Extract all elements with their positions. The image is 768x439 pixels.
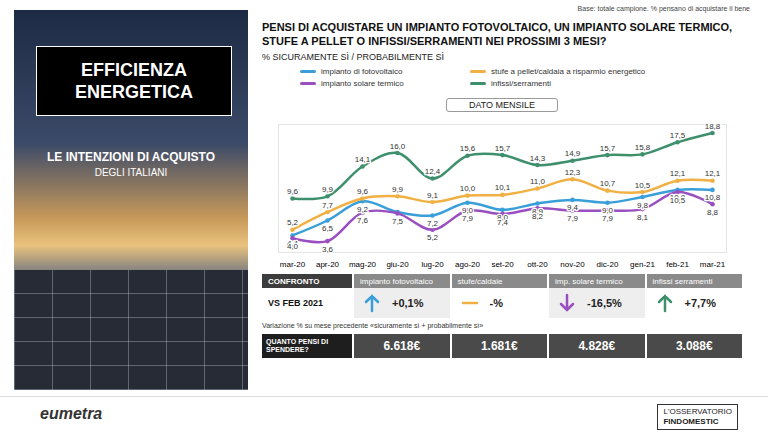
svg-text:5,2: 5,2	[287, 218, 299, 227]
html-text:4.828€: 4.828€	[578, 339, 616, 353]
svg-text:dic-20: dic-20	[597, 260, 619, 269]
html-text:CONFRONTO: CONFRONTO	[268, 276, 320, 286]
svg-text:9,6: 9,6	[357, 187, 369, 196]
svg-text:set-20: set-20	[491, 260, 514, 269]
html-text:1.681€: 1.681€	[480, 339, 518, 353]
html-text:impianto di fotovoltaico: impianto di fotovoltaico	[321, 67, 403, 76]
html-text:impianto solare termico: impianto solare termico	[321, 79, 404, 88]
html-text:infissi/serramenti: infissi/serramenti	[491, 79, 551, 88]
svg-text:7,9: 7,9	[567, 214, 579, 223]
html-text:LE INTENZIONI DI ACQUISTO: LE INTENZIONI DI ACQUISTO	[47, 150, 215, 164]
svg-text:14,1: 14,1	[355, 155, 371, 164]
svg-text:mar-21: mar-21	[700, 260, 726, 269]
html-text:L'OSSERVATORIO: L'OSSERVATORIO	[663, 407, 732, 416]
svg-text:15,7: 15,7	[600, 144, 616, 153]
html-text:6.618€: 6.618€	[383, 339, 421, 353]
html-text:Variazione % su mese precedent: Variazione % su mese precedente «sicuram…	[262, 322, 484, 329]
svg-text:mar-20: mar-20	[280, 260, 306, 269]
svg-text:giu-20: giu-20	[386, 260, 409, 269]
html-text:Base: totale campione. % pensa: Base: totale campione. % pensano di acqu…	[577, 5, 750, 12]
html-text:% SICURAMENTE SÌ / PROBABILMEN: % SICURAMENTE SÌ / PROBABILMENTE SÌ	[262, 52, 444, 62]
svg-text:7,2: 7,2	[427, 219, 439, 228]
svg-text:4,0: 4,0	[287, 242, 299, 251]
html-text:infissi serramenti: infissi serramenti	[652, 276, 713, 286]
svg-text:14,3: 14,3	[530, 154, 546, 163]
svg-text:15,6: 15,6	[460, 144, 476, 153]
html-text:impianto fotovoltaico: impianto fotovoltaico	[360, 276, 433, 286]
svg-text:ott-20: ott-20	[527, 260, 548, 269]
svg-text:8,2: 8,2	[532, 212, 544, 221]
html-text:-16,5%: -16,5%	[587, 297, 622, 309]
svg-text:nov-20: nov-20	[560, 260, 585, 269]
html-text:+0,1%: +0,1%	[392, 297, 424, 309]
svg-text:15,7: 15,7	[495, 144, 511, 153]
svg-text:12,1: 12,1	[670, 169, 686, 178]
html-text:DEGLI ITALIANI: DEGLI ITALIANI	[94, 167, 168, 178]
svg-text:9,4: 9,4	[567, 203, 579, 212]
svg-text:9,9: 9,9	[322, 185, 334, 194]
svg-text:10,0: 10,0	[460, 184, 476, 193]
html-text:+7,7%: +7,7%	[684, 297, 716, 309]
svg-text:12,3: 12,3	[565, 168, 581, 177]
svg-text:5,2: 5,2	[427, 233, 439, 242]
html-text:VS FEB 2021: VS FEB 2021	[268, 298, 323, 308]
svg-text:17,5: 17,5	[670, 131, 686, 140]
svg-text:9,6: 9,6	[287, 187, 299, 196]
svg-text:7,7: 7,7	[322, 201, 334, 210]
svg-text:14,9: 14,9	[565, 149, 581, 158]
html-text:eumetra: eumetra	[40, 405, 103, 422]
svg-text:8,1: 8,1	[637, 213, 649, 222]
svg-text:gen-21: gen-21	[630, 260, 655, 269]
svg-text:6,5: 6,5	[322, 224, 334, 233]
svg-text:9,9: 9,9	[392, 185, 404, 194]
html-text:DATO MENSILE: DATO MENSILE	[468, 100, 536, 110]
html-text:EFFICIENZA ENERGETICA: EFFICIENZA ENERGETICA	[75, 60, 193, 102]
svg-text:15,8: 15,8	[635, 143, 651, 152]
svg-text:8,8: 8,8	[707, 208, 719, 217]
html-text:stufe a pellet/caldaia a rispa: stufe a pellet/caldaia a risparmio energ…	[491, 67, 646, 76]
html-text:PENSI DI ACQUISTARE UN IMPIANT: PENSI DI ACQUISTARE UN IMPIANTO FOTOVOLT…	[262, 21, 733, 47]
svg-text:10,5: 10,5	[635, 181, 651, 190]
svg-text:9,1: 9,1	[427, 191, 439, 200]
svg-text:lug-20: lug-20	[421, 260, 444, 269]
svg-text:16,0: 16,0	[390, 142, 406, 151]
svg-text:7,4: 7,4	[497, 218, 509, 227]
html-text:imp. solare termico: imp. solare termico	[555, 276, 623, 286]
svg-text:9,2: 9,2	[357, 205, 369, 214]
svg-text:7,6: 7,6	[357, 216, 369, 225]
svg-text:12,1: 12,1	[705, 169, 721, 178]
svg-text:10,7: 10,7	[600, 179, 616, 188]
svg-text:12,4: 12,4	[425, 167, 441, 176]
html-text:QUANTO PENSI DI SPENDERE?: QUANTO PENSI DI SPENDERE?	[266, 338, 329, 353]
svg-text:7,9: 7,9	[602, 214, 614, 223]
svg-text:ago-20: ago-20	[455, 260, 480, 269]
svg-text:apr-20: apr-20	[316, 260, 340, 269]
svg-text:7,9: 7,9	[462, 214, 474, 223]
html-text:3.088€: 3.088€	[675, 339, 713, 353]
svg-text:9,8: 9,8	[637, 201, 649, 210]
svg-text:10,8: 10,8	[705, 193, 721, 202]
svg-text:10,1: 10,1	[495, 183, 511, 192]
svg-text:9,0: 9,0	[601, 206, 614, 216]
svg-text:7,5: 7,5	[392, 217, 404, 226]
svg-text:18,8: 18,8	[705, 122, 721, 131]
svg-text:mag-20: mag-20	[349, 260, 377, 269]
html-text:stufe/caldaie: stufe/caldaie	[457, 276, 503, 286]
svg-text:11,0: 11,0	[530, 177, 546, 186]
html-text:FINDOMESTIC: FINDOMESTIC	[663, 417, 719, 426]
svg-text:3,6: 3,6	[322, 245, 334, 254]
svg-text:feb-21: feb-21	[666, 260, 689, 269]
svg-text:9,0: 9,0	[461, 206, 474, 216]
svg-text:10,5: 10,5	[670, 196, 686, 205]
